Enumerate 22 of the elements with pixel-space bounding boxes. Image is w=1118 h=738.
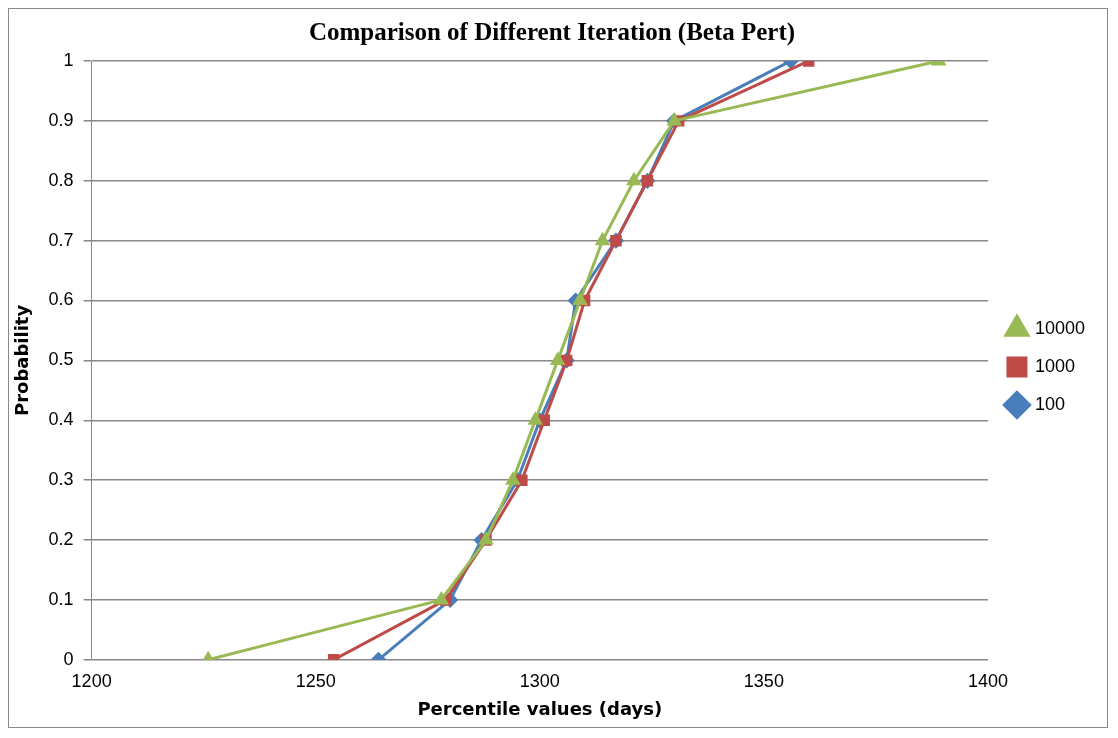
y-axis-title: Probability xyxy=(11,304,33,416)
x-tick-label: 1400 xyxy=(967,670,1008,691)
legend-label: 100 xyxy=(1034,393,1065,414)
x-tick-label: 1200 xyxy=(71,670,112,691)
x-tick-label: 1350 xyxy=(743,670,784,691)
y-tick-label: 0 xyxy=(63,648,74,669)
y-tick-label: 0.8 xyxy=(48,169,74,190)
y-tick-label: 0.3 xyxy=(48,469,74,490)
y-tick-label: 0.9 xyxy=(48,109,74,130)
y-tick-label: 1 xyxy=(63,49,74,70)
y-tick-label: 0.2 xyxy=(48,529,74,550)
y-tick-label: 0.4 xyxy=(48,409,74,430)
x-tick-label: 1300 xyxy=(519,670,560,691)
y-tick-label: 0.1 xyxy=(48,588,74,609)
x-axis-title: Percentile values (days) xyxy=(417,697,663,719)
legend-label: 10000 xyxy=(1034,317,1086,338)
chart-title: Comparison of Different Iteration (Beta Pert) xyxy=(308,18,796,47)
y-tick-label: 0.6 xyxy=(48,289,74,310)
legend-label: 1000 xyxy=(1034,355,1075,376)
y-tick-label: 0.7 xyxy=(48,229,74,250)
x-tick-label: 1250 xyxy=(295,670,336,691)
y-tick-label: 0.5 xyxy=(48,349,74,370)
